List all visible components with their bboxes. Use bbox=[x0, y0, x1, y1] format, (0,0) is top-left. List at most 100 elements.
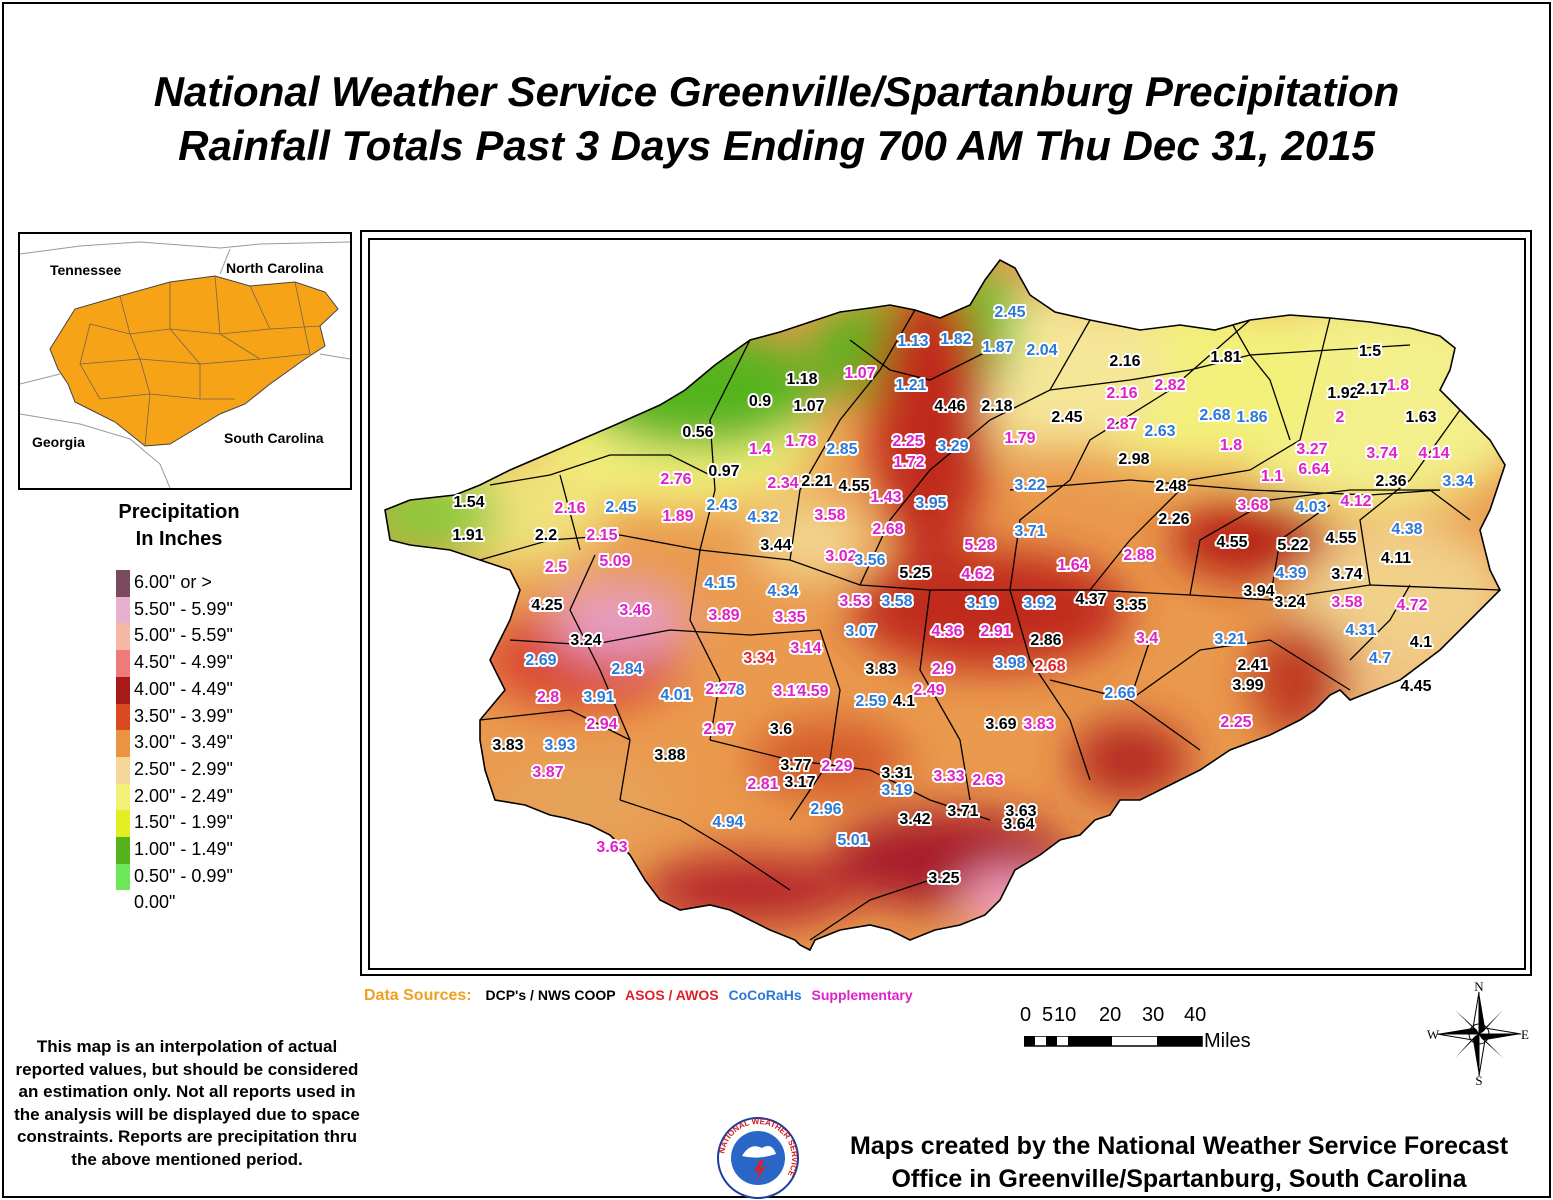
legend-label: 1.00" - 1.49" bbox=[134, 839, 233, 859]
scale-tick-10: 10 bbox=[1054, 1004, 1077, 1026]
rainfall-report-cocorahs: 4.34 bbox=[767, 583, 798, 600]
rainfall-report-supp: 2.91 bbox=[980, 623, 1011, 640]
rainfall-report-cocorahs: 3.19 bbox=[881, 782, 912, 799]
rainfall-report-cocorahs: 3.29 bbox=[937, 438, 968, 455]
legend-swatch bbox=[116, 810, 130, 838]
rainfall-report-supp: 3.58 bbox=[1331, 594, 1362, 611]
legend-title-line-2: In Inches bbox=[135, 528, 223, 550]
rainfall-report-dcp: 2.45 bbox=[1051, 409, 1082, 426]
rainfall-report-cocorahs: 1.86 bbox=[1236, 409, 1267, 426]
credit-line-2: Office in Greenville/Spartanburg, South … bbox=[891, 1165, 1467, 1193]
scale-tick-5: 5 bbox=[1042, 1004, 1054, 1026]
report-labels: 2.451.13 1.82 1.87 2.042.16 1.81 1.51.18 1.071… bbox=[450, 302, 1475, 889]
compass-north: N bbox=[1474, 979, 1484, 994]
rainfall-report-supp: 2.76 bbox=[660, 471, 691, 488]
rainfall-report-cocorahs: 4.94 bbox=[712, 814, 743, 831]
rainfall-report-dcp: 3.44 bbox=[760, 537, 791, 554]
rainfall-report-dcp: 1.5 bbox=[1359, 343, 1381, 360]
rainfall-report-cocorahs: 3.91 bbox=[583, 689, 614, 706]
rainfall-report-supp: 2.68 bbox=[872, 521, 903, 538]
rainfall-report-dcp: 3.77 bbox=[780, 757, 811, 774]
rainfall-report-supp: 2.15 bbox=[586, 527, 617, 544]
source-dcp: DCP's / NWS COOP bbox=[485, 987, 616, 1003]
inset-label-tennessee: Tennessee bbox=[50, 262, 122, 278]
rainfall-report-cocorahs: 1.87 bbox=[982, 339, 1013, 356]
inset-label-georgia: Georgia bbox=[32, 434, 85, 450]
inset-label-south-carolina: South Carolina bbox=[224, 430, 324, 446]
rainfall-report-cocorahs: 2.96 bbox=[810, 801, 841, 818]
compass-south: S bbox=[1475, 1073, 1482, 1088]
rainfall-report-dcp: 3.31 bbox=[881, 765, 912, 782]
rainfall-report-dcp: 1.92 bbox=[1327, 385, 1358, 402]
rainfall-report-supp: 2.29 bbox=[821, 758, 852, 775]
rainfall-report-dcp: 3.63 bbox=[1005, 803, 1036, 820]
legend-swatch bbox=[116, 650, 130, 678]
rainfall-report-cocorahs: 3.22 bbox=[1014, 477, 1045, 494]
rainfall-report-dcp: 3.69 bbox=[985, 716, 1016, 733]
credit-line-1: Maps created by the National Weather Ser… bbox=[849, 1132, 1509, 1160]
rainfall-report-cocorahs: 4.01 bbox=[660, 687, 691, 704]
rainfall-report-supp: 3.18 bbox=[773, 683, 804, 700]
rainfall-report-supp: 2.49 bbox=[913, 682, 944, 699]
rainfall-report-supp: 1.64 bbox=[1057, 557, 1088, 574]
rainfall-report-supp: 2.25 bbox=[892, 433, 923, 450]
rainfall-report-dcp: 1.91 bbox=[452, 527, 483, 544]
rainfall-report-supp: 2.25 bbox=[1220, 714, 1251, 731]
rainfall-report-dcp: 3.88 bbox=[654, 747, 685, 764]
rainfall-report-dcp: 4.11 bbox=[1381, 550, 1411, 567]
legend-label: 2.00" - 2.49" bbox=[134, 785, 233, 806]
rainfall-report-dcp: 4.37 bbox=[1075, 591, 1106, 608]
rainfall-report-cocorahs: 2.69 bbox=[525, 652, 556, 669]
rainfall-report-cocorahs: 4.39 bbox=[1275, 565, 1306, 582]
rainfall-report-supp: 4.12 bbox=[1340, 493, 1371, 510]
rainfall-report-dcp: 2.48 bbox=[1155, 478, 1186, 495]
rainfall-report-cocorahs: 4.15 bbox=[704, 575, 735, 592]
legend-swatch bbox=[116, 837, 130, 864]
rainfall-report-supp: 3.83 bbox=[1023, 716, 1054, 733]
rainfall-report-supp: 2.34 bbox=[767, 475, 798, 492]
rainfall-report-cocorahs: 2.84 bbox=[611, 661, 642, 678]
legend-swatch bbox=[116, 890, 130, 918]
legend-swatch bbox=[116, 676, 130, 704]
rainfall-report-cocorahs: 2.04 bbox=[1026, 342, 1057, 359]
legend-label: 4.50" - 4.99" bbox=[134, 652, 233, 673]
compass-east: E bbox=[1521, 1027, 1529, 1042]
rainfall-report-cocorahs: 4.38 bbox=[1391, 521, 1422, 538]
rainfall-report-dcp: 2.17 bbox=[1356, 381, 1387, 398]
county-boundaries bbox=[479, 309, 1501, 941]
rainfall-report-cocorahs: 2.45 bbox=[605, 499, 636, 516]
rainfall-report-dcp: 5.22 bbox=[1277, 537, 1308, 554]
rainfall-report-dcp: 1.54 bbox=[453, 494, 484, 511]
rainfall-report-dcp: 3.74 bbox=[1331, 566, 1362, 583]
rainfall-report-dcp: 1.18 bbox=[786, 371, 817, 388]
rainfall-report-dcp: 1.63 bbox=[1405, 409, 1436, 426]
rainfall-report-dcp: 2.16 bbox=[1109, 353, 1140, 370]
nws-logo-icon: NATIONAL WEATHER SERVICE bbox=[717, 1117, 799, 1199]
rainfall-report-dcp: 2.41 bbox=[1237, 657, 1268, 674]
rainfall-report-supp: 2.5 bbox=[545, 559, 567, 576]
rainfall-report-cocorahs: 3.95 bbox=[915, 495, 946, 512]
legend-title-line-1: Precipitation bbox=[118, 501, 240, 523]
rainfall-report-dcp: 5.25 bbox=[899, 565, 930, 582]
rainfall-report-cocorahs: 2.58 bbox=[713, 682, 744, 699]
rainfall-report-dcp: 3.42 bbox=[899, 811, 930, 828]
credit: Maps created by the National Weather Ser… bbox=[804, 1130, 1553, 1196]
rainfall-report-dcp: 1.07 bbox=[793, 398, 824, 415]
rainfall-report-supp: 1.8 bbox=[1220, 437, 1242, 454]
rainfall-report-dcp: 2.21 bbox=[801, 473, 832, 490]
rainfall-report-supp: 3.27 bbox=[1296, 441, 1327, 458]
rainfall-report-supp: 3.02 bbox=[825, 548, 856, 565]
scale-bar-graphic bbox=[1024, 1036, 1203, 1047]
rainfall-report-supp: 3.53 bbox=[839, 593, 870, 610]
legend-swatch bbox=[116, 570, 130, 597]
rainfall-report-supp: 5.09 bbox=[599, 553, 630, 570]
rainfall-report-supp: 6.64 bbox=[1298, 461, 1329, 478]
rainfall-report-dcp: 3.83 bbox=[865, 661, 896, 678]
rainfall-report-supp: 2.63 bbox=[972, 772, 1003, 789]
rainfall-report-supp: 3.68 bbox=[1237, 497, 1268, 514]
rainfall-report-dcp: 2.18 bbox=[981, 398, 1012, 415]
rainfall-report-supp: 1.07 bbox=[844, 365, 875, 382]
rainfall-report-supp: 3.35 bbox=[774, 609, 805, 626]
rainfall-report-supp: 2.82 bbox=[1154, 377, 1185, 394]
